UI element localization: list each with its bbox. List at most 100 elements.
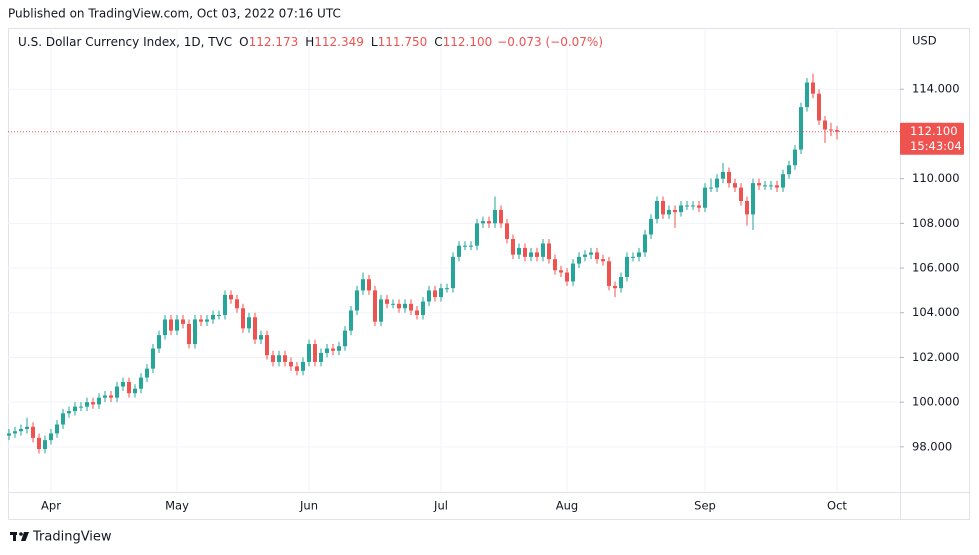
candle-body [487,221,491,224]
candle-body [259,335,263,340]
candle-body [19,428,23,432]
candle-body [229,294,233,300]
candle-body [697,205,701,208]
candle-body [763,185,767,187]
candle-body [421,301,425,315]
candle-body [529,252,533,257]
candle-body [523,247,527,257]
candle-body [517,247,521,255]
candle-body [223,294,227,315]
candle-body [733,183,737,188]
candle-body [253,317,257,340]
candle-body [199,319,203,322]
candle-body [553,259,557,271]
y-tick-label: 106.000 [912,261,960,275]
y-tick-label: 110.000 [912,171,960,185]
candle-body [661,200,665,215]
x-tick-label: Apr [41,499,61,513]
candle-body [463,245,467,247]
candle-body [379,299,383,322]
candle-body [757,183,761,186]
candle-body [475,223,479,246]
logo-dot [19,532,23,536]
candle-body [319,352,323,362]
y-tick-label: 98.000 [912,439,952,453]
candle-body [691,205,695,207]
candle-body [145,368,149,378]
candle-body [217,314,221,316]
legend-part: −0.073 (−0.07%) [497,35,603,49]
candle-body [643,234,647,253]
candle-body [67,411,71,414]
candle-body [499,209,503,224]
candle-body [565,272,569,282]
candle-body [829,129,833,131]
legend-part: L [371,35,378,49]
candle-body [559,270,563,273]
candle-body [835,130,839,132]
candle-body [469,245,473,247]
x-tick-label: Jul [433,499,448,513]
candle-body [151,348,155,369]
candle-body [793,149,797,166]
candle-body [535,252,539,257]
last-price-label: 112.100 [910,124,958,138]
candle-body [367,279,371,291]
candle-body [403,303,407,309]
legend-part: 112.100 [443,35,493,49]
candle-body [397,303,401,309]
currency-label: USD [912,34,937,48]
candle-body [427,290,431,302]
candle-body [313,344,317,362]
candle-body [619,276,623,289]
candle-body [439,288,443,298]
candle-body [373,290,377,322]
legend-part: H [305,35,314,49]
candle-body [385,299,389,304]
legend-part: C [434,35,442,49]
candle-body [205,319,209,322]
candle-body [787,165,791,175]
candle-body [139,377,143,389]
candle-body [739,187,743,201]
candle-body [511,238,515,255]
candle-body [613,285,617,289]
candle-body [295,366,299,371]
candle-body [505,223,509,239]
candle-body [715,178,719,188]
candle-body [775,185,779,188]
candle-body [355,290,359,311]
candle-body [607,261,611,286]
candle-body [235,299,239,309]
candle-body [163,319,167,336]
candle-body [211,314,215,320]
candle-body [631,256,635,258]
y-tick-label: 100.000 [912,395,960,409]
candle-body [277,355,281,362]
candle-body [655,200,659,219]
candle-body [823,120,827,130]
legend-part: U.S. Dollar Currency Index, 1D, TVC [18,35,232,49]
candle-body [187,323,191,345]
candle-body [541,243,545,257]
candle-body [445,288,449,290]
candle-body [811,82,815,94]
candle-body [589,252,593,255]
candle-body [169,319,173,331]
candle-body [49,433,53,441]
candle-body [649,218,653,235]
candle-body [43,440,47,450]
candle-body [349,310,353,331]
legend-part: 111.750 [378,35,428,49]
candle-body [307,344,311,362]
legend-part: O [239,35,248,49]
candle-body [85,402,89,407]
candle-body [55,424,59,434]
y-tick-label: 102.000 [912,350,960,364]
grid [8,28,900,492]
candle-body [583,254,587,257]
candle-body [391,303,395,305]
candle-body [61,413,65,425]
y-tick-label: 104.000 [912,305,960,319]
